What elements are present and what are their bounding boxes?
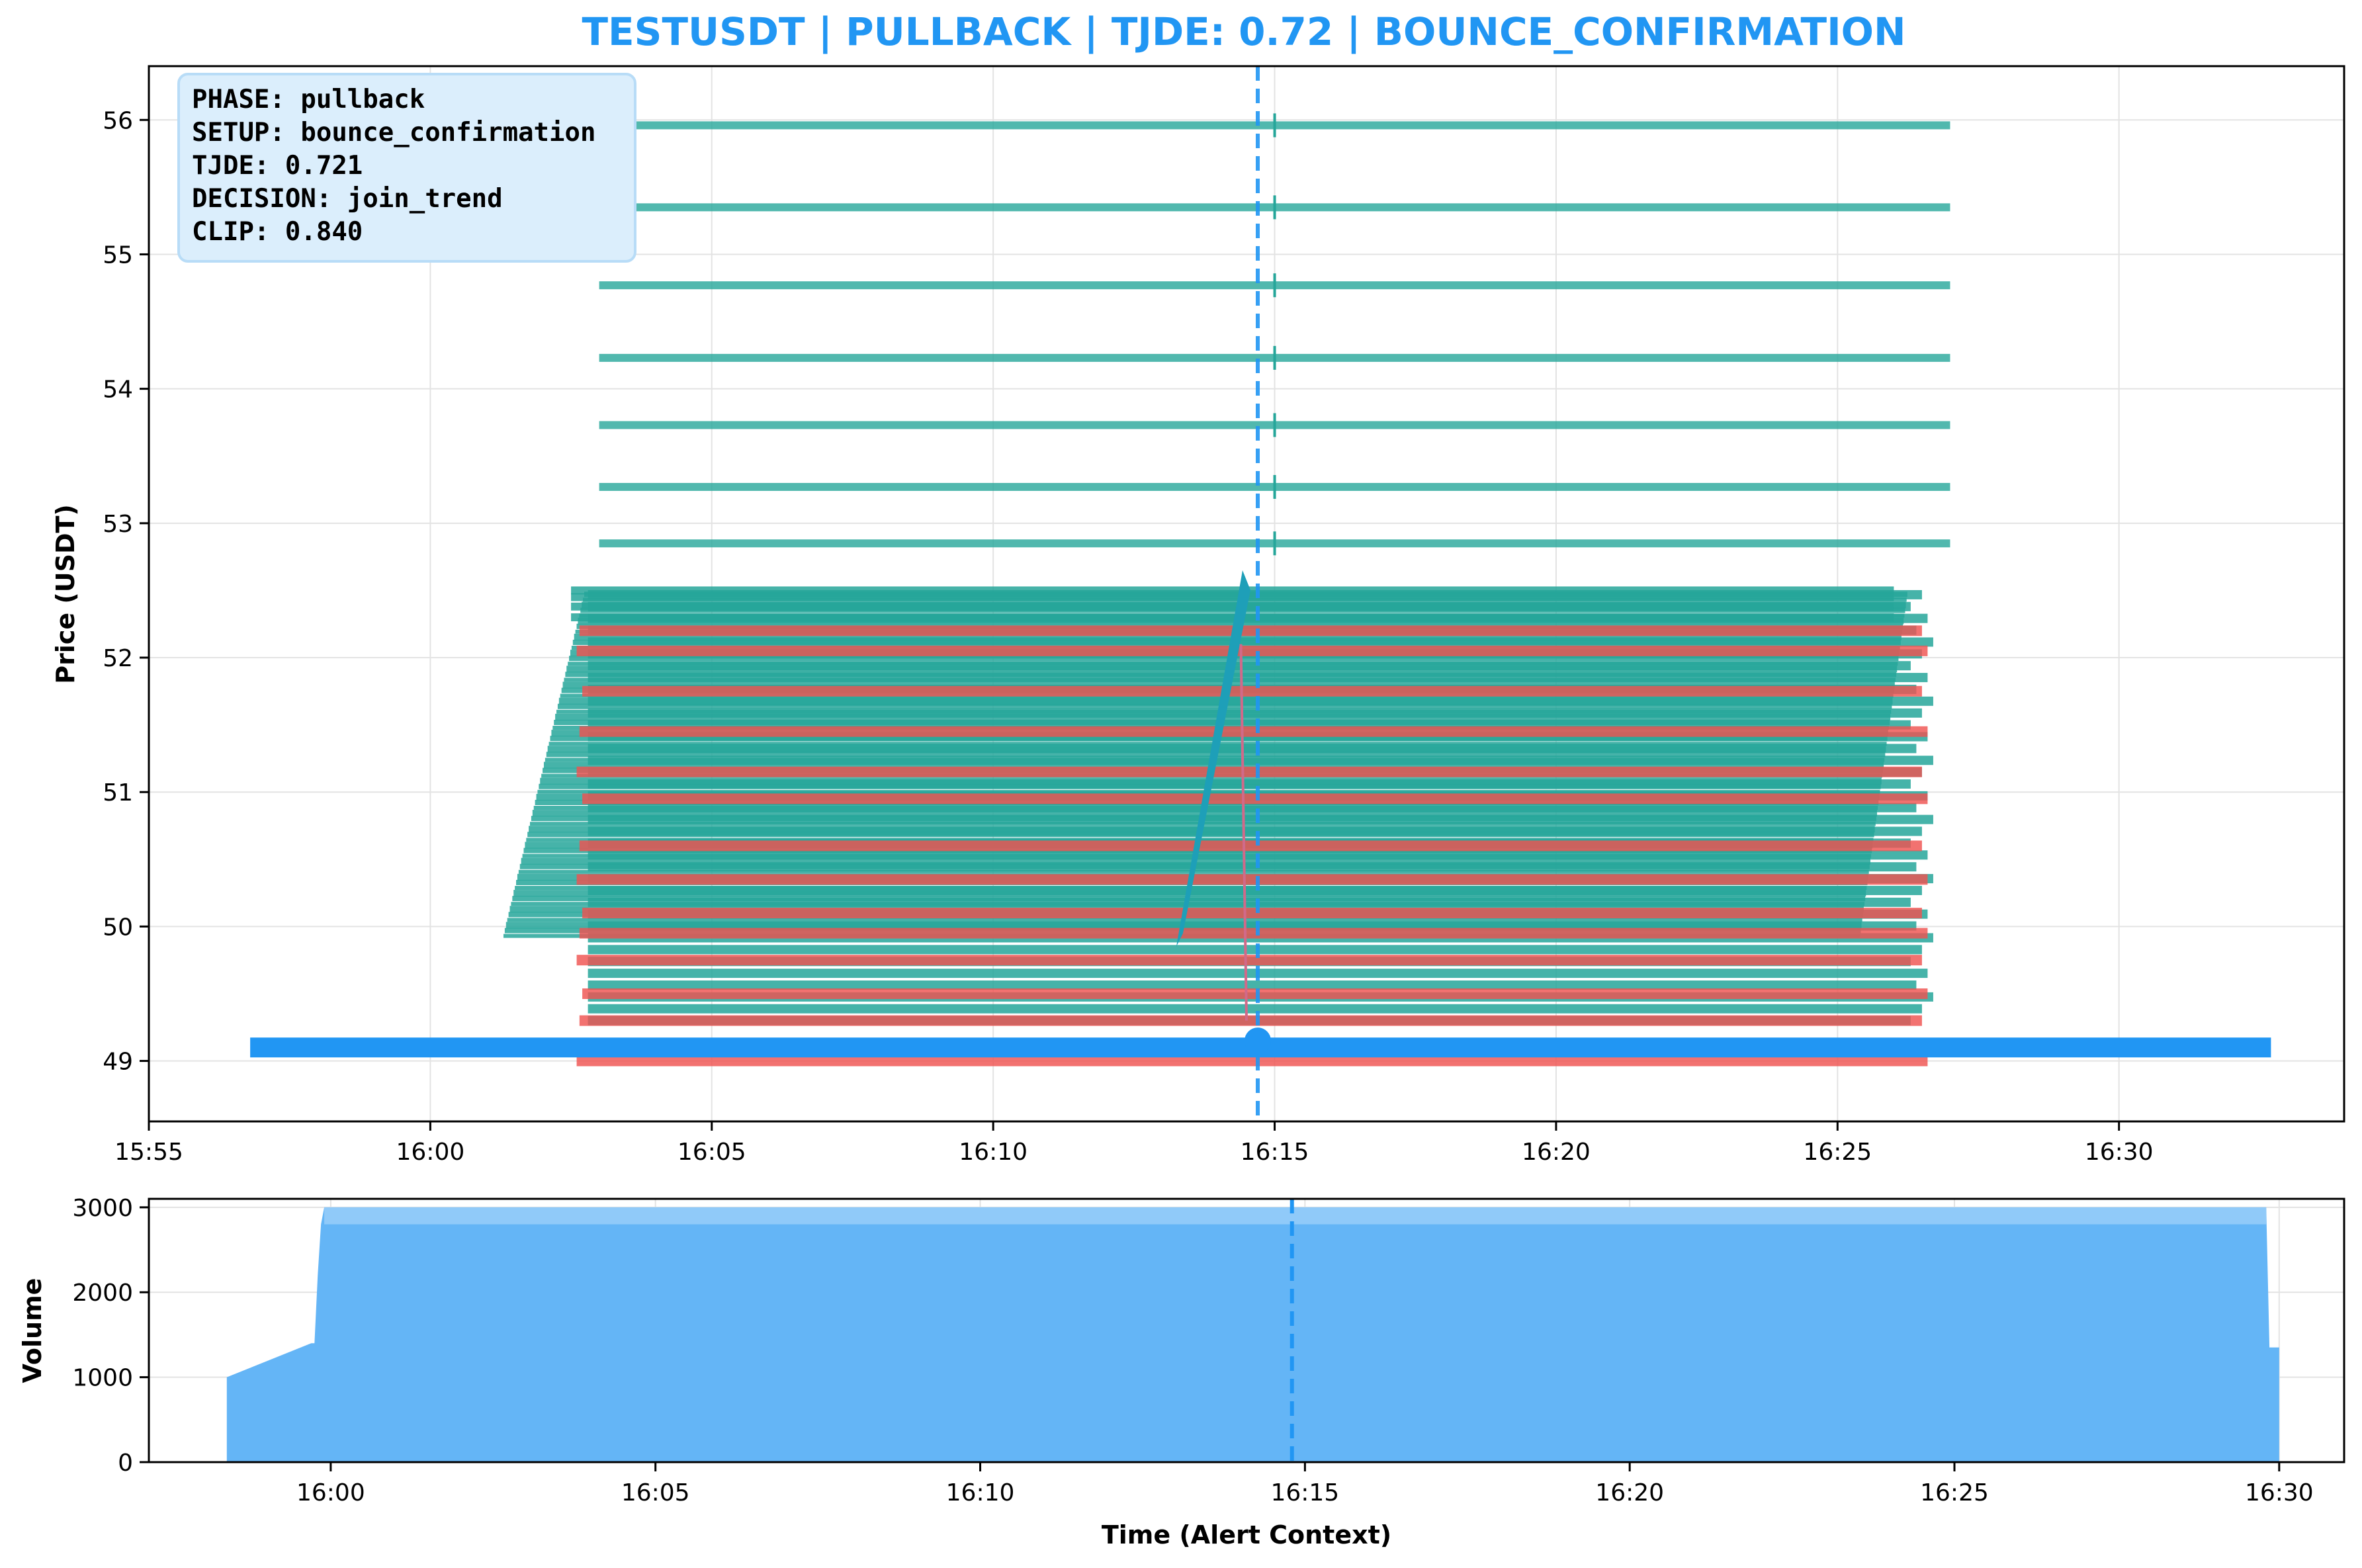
info-setup: SETUP: bounce_confirmation	[192, 118, 595, 148]
volume-area-fill	[226, 1207, 2279, 1462]
info-tjde: TJDE: 0.721	[192, 151, 363, 181]
alert-point	[1245, 1027, 1272, 1055]
bear-candle-bar	[579, 625, 1922, 636]
bull-candle-bar	[588, 1004, 1922, 1014]
bull-candle-bar	[588, 803, 1917, 812]
volume-x-tick-label: 16:25	[1920, 1479, 1989, 1506]
price-y-tick-label: 53	[103, 511, 133, 538]
bull-candle-bar	[588, 826, 1922, 836]
bear-candle-bar	[582, 908, 1922, 919]
price-y-tick-label: 56	[103, 107, 133, 134]
volume-x-tick-label: 16:15	[1270, 1479, 1339, 1506]
bear-candle-bar	[582, 685, 1922, 697]
bull-candle-bar	[588, 980, 1917, 990]
bull-candle-bar	[588, 862, 1917, 872]
info-clip: CLIP: 0.840	[192, 217, 363, 247]
bear-candle-bar	[576, 874, 1928, 885]
price-x-tick-label: 16:05	[678, 1139, 746, 1166]
price-alert-marker	[1245, 66, 1272, 1121]
price-x-tick-label: 16:15	[1241, 1139, 1309, 1166]
bull-candle-bar	[588, 637, 1933, 647]
price-upper-bars	[599, 113, 1950, 556]
bear-candle-bar	[579, 1015, 1922, 1026]
volume-x-tick-label: 16:10	[946, 1479, 1015, 1506]
bear-candle-bar	[579, 726, 1928, 737]
price-lower-bars	[503, 586, 1933, 1067]
volume-y-axis-label: Volume	[18, 1278, 47, 1383]
bear-candle-bar	[579, 928, 1928, 939]
price-x-tick-label: 16:10	[959, 1139, 1028, 1166]
bear-candle-bar	[579, 840, 1922, 851]
bull-candle-bar	[588, 708, 1922, 718]
volume-axes-frame	[148, 1198, 2345, 1463]
price-y-tick-label: 50	[103, 914, 133, 941]
bull-candle-bar	[588, 885, 1922, 895]
bull-candle-bar	[588, 897, 1911, 907]
volume-y-tick-label: 3000	[72, 1195, 133, 1222]
volume-top-band	[324, 1207, 2267, 1225]
volume-panel: 16:00 16:05 16:10 16:15 16:20 16:25 16:30 0 100…	[18, 1195, 2345, 1549]
bull-candle-bar	[588, 945, 1922, 955]
price-y-ticks: 49 50 51 52 53 54 55 56	[103, 107, 149, 1076]
price-y-tick-label: 54	[103, 376, 133, 404]
volume-area	[226, 1207, 2279, 1462]
volume-y-ticks: 0 1000 2000 3000	[72, 1195, 149, 1477]
volume-x-axis-label: Time (Alert Context)	[1102, 1520, 1391, 1549]
info-decision: DECISION: join_trend	[192, 184, 503, 214]
bear-candle-bar	[576, 1055, 1928, 1067]
volume-y-tick-label: 2000	[72, 1280, 133, 1307]
bear-candle-bar	[576, 645, 1928, 656]
price-axes-frame	[148, 65, 2345, 1123]
volume-x-tick-label: 16:30	[2245, 1479, 2314, 1506]
price-x-ticks: 15:55 16:00 16:05 16:10 16:15 16:20 16:25 16:30	[114, 1121, 2154, 1166]
price-y-tick-label: 51	[103, 779, 133, 806]
bull-candle-bar	[588, 696, 1933, 706]
info-phase: PHASE: pullback	[192, 85, 425, 114]
bull-candle-bar	[571, 613, 1894, 622]
bull-candle-bar	[588, 814, 1933, 824]
volume-x-tick-label: 16:20	[1595, 1479, 1664, 1506]
trend-line	[1176, 570, 1250, 1021]
price-y-tick-label: 52	[103, 645, 133, 672]
price-x-tick-label: 16:00	[396, 1139, 465, 1166]
price-panel: 15:55 16:00 16:05 16:10 16:15 16:20 16:25 16:30…	[51, 65, 2345, 1166]
price-x-tick-label: 16:25	[1803, 1139, 1872, 1166]
info-box-background	[177, 73, 636, 263]
bear-candle-bar	[582, 988, 1928, 999]
price-y-tick-label: 55	[103, 241, 133, 269]
price-x-tick-label: 16:20	[1522, 1139, 1591, 1166]
chart-title: TESTUSDT | PULLBACK | TJDE: 0.72 | BOUNC…	[582, 9, 1905, 54]
info-box: PHASE: pullback SETUP: bounce_confirmati…	[177, 73, 636, 263]
price-x-tick-label: 15:55	[114, 1139, 183, 1166]
price-y-tick-label: 49	[103, 1049, 133, 1076]
bull-candle-bar	[588, 756, 1933, 765]
trend-drop-line	[1239, 644, 1248, 1021]
bull-candle-bar	[571, 602, 1894, 611]
volume-x-tick-label: 16:05	[621, 1479, 690, 1506]
volume-y-tick-label: 0	[118, 1450, 133, 1477]
bull-candle-bar	[588, 744, 1917, 754]
bull-candle-bar	[571, 586, 1894, 595]
bull-candle-bar	[588, 779, 1911, 789]
volume-x-tick-label: 16:00	[296, 1479, 365, 1506]
bear-candle-bar	[582, 793, 1928, 805]
bull-candle-bar	[571, 593, 1894, 601]
trend-line-body	[1176, 570, 1250, 947]
bear-candle-bar	[576, 766, 1922, 777]
volume-x-ticks: 16:00 16:05 16:10 16:15 16:20 16:25 16:30	[296, 1462, 2314, 1506]
bear-candle-bar	[576, 955, 1922, 966]
bull-candle-bar	[588, 661, 1911, 671]
price-y-axis-label: Price (USDT)	[51, 504, 80, 684]
price-x-tick-label: 16:30	[2085, 1139, 2154, 1166]
volume-y-tick-label: 1000	[72, 1365, 133, 1392]
